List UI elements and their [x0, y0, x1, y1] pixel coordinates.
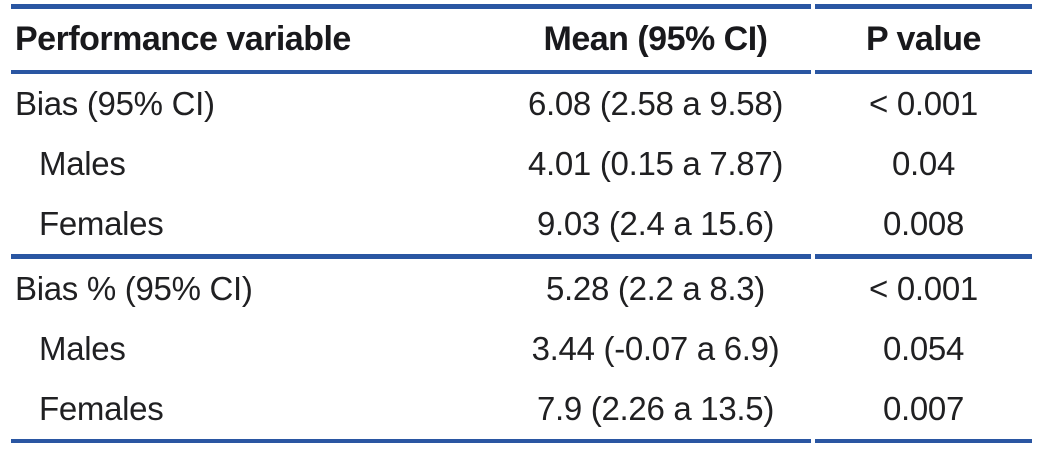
- row-mean-ci: 7.9 (2.26 a 13.5): [536, 390, 775, 427]
- row-label: Males: [39, 330, 126, 367]
- row-label: Females: [39, 205, 164, 242]
- table-row: Bias (95% CI) 6.08 (2.58 a 9.58) < 0.001: [11, 74, 1032, 134]
- row-p-value: 0.008: [882, 205, 965, 242]
- row-mean-ci: 5.28 (2.2 a 8.3): [545, 270, 765, 307]
- results-table: Performance variable Mean (95% CI) P val…: [11, 4, 1032, 443]
- section-divider-rule: [11, 254, 1032, 259]
- header-rule: [11, 70, 1032, 74]
- table-row: Females 9.03 (2.4 a 15.6) 0.008: [11, 194, 1032, 254]
- row-p-value: 0.007: [882, 390, 965, 427]
- top-rule: [11, 4, 1032, 9]
- table-row: Females 7.9 (2.26 a 13.5) 0.007: [11, 379, 1032, 439]
- row-label: Females: [39, 390, 164, 427]
- row-mean-ci: 9.03 (2.4 a 15.6): [536, 205, 775, 242]
- row-p-value: < 0.001: [869, 270, 978, 307]
- row-p-value: < 0.001: [869, 85, 978, 122]
- table-header-row: Performance variable Mean (95% CI) P val…: [11, 9, 1032, 70]
- bottom-rule: [11, 439, 1032, 443]
- column-header-mean-ci: Mean (95% CI): [543, 20, 769, 58]
- column-header-p-value: P value: [866, 20, 981, 58]
- row-mean-ci: 6.08 (2.58 a 9.58): [527, 85, 784, 122]
- row-mean-ci: 3.44 (-0.07 a 6.9): [531, 330, 780, 367]
- row-p-value: 0.04: [891, 145, 956, 182]
- table-row: Males 3.44 (-0.07 a 6.9) 0.054: [11, 319, 1032, 379]
- row-label: Bias % (95% CI): [15, 270, 253, 307]
- row-mean-ci: 4.01 (0.15 a 7.87): [527, 145, 784, 182]
- row-p-value: 0.054: [882, 330, 965, 367]
- table-row: Males 4.01 (0.15 a 7.87) 0.04: [11, 134, 1032, 194]
- row-label: Males: [39, 145, 126, 182]
- table-row: Bias % (95% CI) 5.28 (2.2 a 8.3) < 0.001: [11, 259, 1032, 319]
- column-header-performance-variable: Performance variable: [15, 20, 351, 58]
- row-label: Bias (95% CI): [15, 85, 215, 122]
